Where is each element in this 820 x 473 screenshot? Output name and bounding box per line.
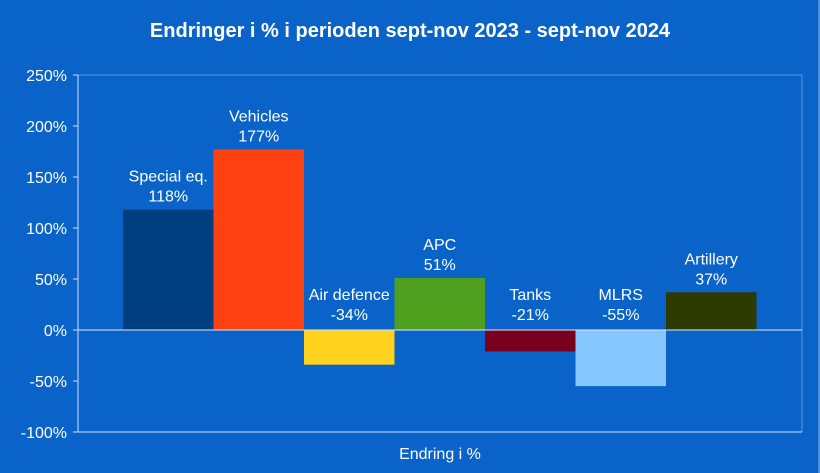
- data-label-category: Air defence: [309, 287, 390, 304]
- data-label-category: MLRS: [599, 287, 643, 304]
- x-axis-label: Endring i %: [399, 446, 481, 463]
- y-tick-label: 200%: [26, 119, 67, 136]
- data-label-value: 177%: [238, 128, 279, 145]
- bar-special-eq: [123, 209, 214, 330]
- y-tick-label: -50%: [30, 374, 67, 391]
- data-label-category: Vehicles: [229, 108, 289, 125]
- bar-artillery: [666, 292, 757, 330]
- bar-tanks: [485, 330, 576, 352]
- y-tick-label: 50%: [35, 272, 67, 289]
- y-tick-label: 250%: [26, 68, 67, 85]
- bar-air-defence: [304, 330, 395, 365]
- data-label-category: Tanks: [509, 287, 551, 304]
- data-label-category: Artillery: [685, 251, 738, 268]
- chart-title: Endringer i % i perioden sept-nov 2023 -…: [149, 20, 671, 42]
- y-tick-label: 100%: [26, 221, 67, 238]
- bar-apc: [394, 277, 485, 330]
- data-label-value: -55%: [602, 307, 639, 324]
- data-label-value: 51%: [424, 257, 456, 274]
- data-label-category: Special eq.: [129, 169, 208, 186]
- bar-mlrs: [575, 330, 666, 387]
- data-label-value: 37%: [695, 271, 727, 288]
- y-tick-label: -100%: [21, 425, 67, 442]
- y-tick-label: 0%: [44, 323, 67, 340]
- y-tick-label: 150%: [26, 170, 67, 187]
- data-label-category: APC: [423, 237, 456, 254]
- data-label-value: -21%: [512, 307, 549, 324]
- bar-vehicles: [213, 149, 304, 330]
- data-label-value: 118%: [148, 189, 188, 206]
- data-label-value: -34%: [331, 307, 368, 324]
